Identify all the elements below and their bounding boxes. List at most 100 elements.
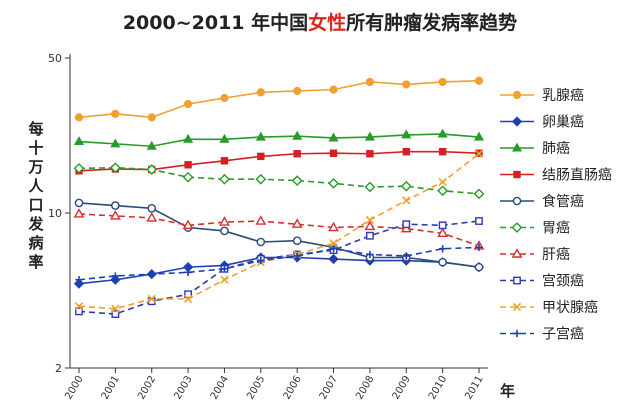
y-axis-label: 每十万人口发病率 — [28, 120, 44, 271]
x-tick-label: 2001 — [100, 374, 122, 402]
data-point — [111, 310, 120, 319]
data-point — [437, 185, 449, 197]
data-point — [291, 218, 303, 228]
data-point — [184, 268, 192, 276]
data-point — [365, 215, 375, 225]
title-suffix: 所有肿瘤发病率趋势 — [346, 12, 518, 34]
data-point — [438, 177, 447, 187]
data-point — [147, 113, 156, 122]
data-point — [182, 171, 194, 183]
data-point — [474, 149, 484, 158]
x-tick-label: 2007 — [318, 374, 340, 402]
data-point — [184, 161, 192, 169]
data-point — [146, 140, 157, 150]
legend-item-label: 卵巢癌 — [542, 115, 584, 131]
data-point — [364, 220, 376, 231]
legend-item-label: 子宫癌 — [542, 327, 584, 343]
data-point — [402, 147, 410, 156]
data-point — [329, 239, 338, 248]
data-point — [111, 272, 119, 280]
data-point — [293, 252, 301, 260]
data-point — [73, 162, 85, 174]
data-point — [255, 215, 267, 225]
data-point — [73, 136, 85, 146]
x-tick-label: 2011 — [463, 374, 485, 402]
series-line-2 — [78, 256, 480, 285]
series-line-6 — [78, 166, 480, 195]
data-point — [219, 173, 230, 185]
data-point — [438, 77, 447, 87]
data-point — [73, 208, 85, 218]
legend-marker — [511, 142, 523, 152]
x-tick-label: 2004 — [209, 374, 231, 402]
legend-marker — [513, 329, 521, 338]
data-point — [220, 93, 229, 103]
data-point — [257, 152, 265, 161]
data-point — [366, 150, 374, 158]
data-point — [184, 290, 192, 299]
data-point — [401, 129, 412, 139]
legend-item-label: 结肠直肠癌 — [542, 167, 612, 184]
data-point — [438, 221, 447, 230]
x-tick-label: 2009 — [391, 374, 413, 402]
legend-item-label: 肺癌 — [542, 141, 570, 157]
data-point — [473, 131, 485, 141]
data-point — [402, 80, 411, 89]
data-point — [109, 210, 121, 220]
data-point — [75, 307, 83, 316]
data-point — [291, 175, 303, 186]
x-tick-label: 2003 — [172, 374, 194, 402]
x-tick-label: 2000 — [63, 374, 85, 402]
data-point — [73, 278, 85, 289]
data-point — [475, 217, 483, 225]
data-point — [256, 88, 265, 97]
y-tick-label: 10 — [48, 207, 62, 220]
legend-marker — [511, 116, 523, 127]
data-point — [474, 262, 484, 272]
chart-title: 2000~2011 年中国女性所有肿瘤发病率趋势 — [0, 8, 640, 35]
data-point — [219, 133, 230, 143]
legend-item-label: 甲状腺癌 — [542, 300, 598, 316]
data-point — [474, 76, 484, 85]
series-line-5 — [78, 202, 480, 268]
data-point — [182, 219, 194, 230]
x-tick-label: 2002 — [136, 374, 158, 402]
data-point — [220, 226, 229, 236]
data-point — [473, 188, 485, 200]
x-tick-label: 2005 — [245, 374, 267, 402]
y-tick-label: 2 — [55, 362, 62, 375]
data-point — [402, 252, 410, 260]
data-point — [292, 130, 303, 140]
data-point — [183, 294, 193, 304]
series-line-8 — [78, 220, 480, 315]
data-point — [183, 133, 194, 143]
x-axis-label: 年 — [500, 382, 516, 400]
series-line-3 — [78, 133, 480, 148]
data-point — [293, 150, 301, 158]
legend-item-label: 食管癌 — [542, 193, 584, 210]
legend-item-label: 胃癌 — [542, 221, 570, 237]
data-point — [220, 157, 229, 165]
data-point — [400, 180, 412, 192]
x-tick-label: 2006 — [282, 374, 304, 402]
series-line-10 — [78, 246, 480, 281]
data-point — [437, 128, 448, 138]
data-point — [148, 270, 156, 278]
data-point — [110, 138, 121, 148]
legend-marker — [513, 276, 521, 285]
data-point — [402, 196, 411, 205]
data-point — [257, 257, 265, 265]
data-point — [74, 113, 84, 122]
data-point — [438, 257, 447, 267]
data-point — [439, 245, 447, 253]
data-point — [366, 250, 374, 259]
data-point — [329, 85, 338, 94]
data-point — [110, 274, 121, 285]
legend-marker — [511, 222, 523, 233]
title-highlight: 女性 — [308, 12, 347, 34]
x-tick-label: 2008 — [354, 374, 376, 402]
data-point — [220, 265, 229, 273]
data-point — [366, 231, 374, 240]
data-point — [328, 177, 339, 189]
